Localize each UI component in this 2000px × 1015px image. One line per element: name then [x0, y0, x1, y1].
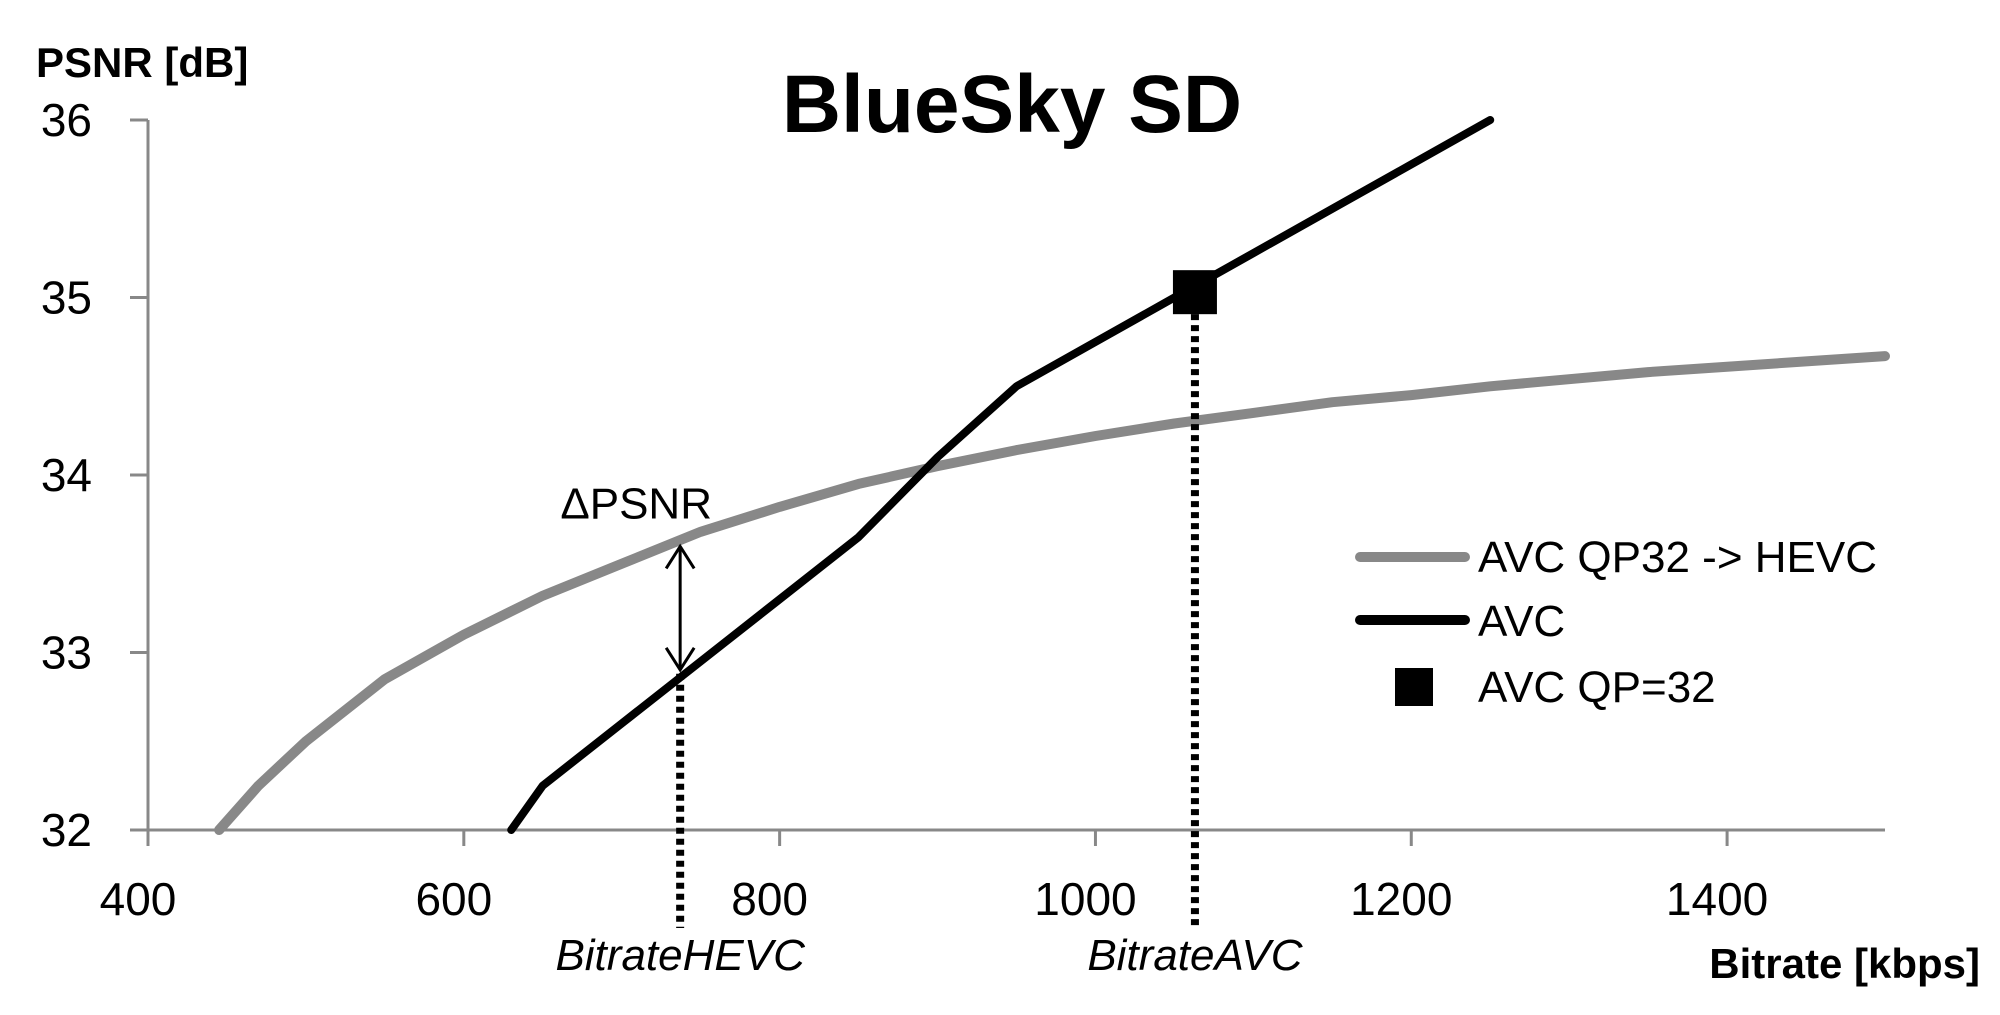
bitrate-avc-label: BitrateAVC	[1087, 931, 1303, 980]
series-line-0	[214, 351, 1890, 835]
annotations: ΔPSNR BitrateHEVC BitrateAVC	[555, 314, 1304, 980]
x-tick-label: 800	[731, 873, 808, 925]
x-tick-label: 1400	[1666, 873, 1768, 925]
tick-labels: 32 33 34 35 36 400 600 800 1000 1200 1400	[41, 94, 1768, 925]
x-tick-label: 1200	[1350, 873, 1452, 925]
legend-swatch-marker	[1395, 668, 1433, 706]
y-tick-label: 35	[41, 272, 92, 324]
legend-label-marker: AVC QP=32	[1478, 663, 1716, 712]
chart-title: BlueSky SD	[782, 59, 1242, 150]
delta-psnr-arrowhead-down	[664, 646, 696, 673]
y-tick-label: 33	[41, 627, 92, 679]
x-axis-label: Bitrate [kbps]	[1709, 940, 1980, 987]
legend-label-hevc: AVC QP32 -> HEVC	[1478, 533, 1877, 582]
x-tick-label: 400	[100, 873, 177, 925]
y-axis-label: PSNR [dB]	[36, 39, 248, 86]
delta-psnr-arrowhead-up	[664, 543, 696, 570]
x-tick-label: 600	[415, 873, 492, 925]
axes	[130, 118, 1885, 846]
series-group	[214, 116, 1890, 835]
legend-label-avc: AVC	[1478, 597, 1565, 646]
series-line-1	[507, 116, 1495, 834]
delta-psnr-label: ΔPSNR	[560, 479, 712, 528]
x-tick-label: 1000	[1034, 873, 1136, 925]
bitrate-hevc-label: BitrateHEVC	[555, 931, 806, 980]
y-tick-label: 34	[41, 449, 92, 501]
legend: AVC QP32 -> HEVC AVC AVC QP=32	[1355, 533, 1877, 712]
y-tick-label: 36	[41, 94, 92, 146]
data-point-marker	[1172, 270, 1217, 315]
y-tick-label: 32	[41, 804, 92, 856]
